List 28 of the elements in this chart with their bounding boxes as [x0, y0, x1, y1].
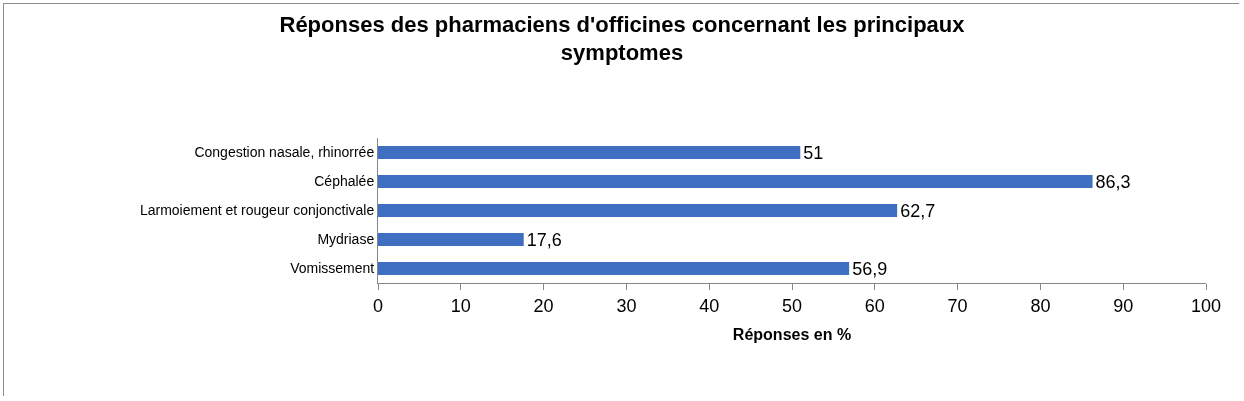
data-label: 86,3	[1095, 171, 1131, 192]
x-tick-label: 20	[533, 295, 554, 316]
x-tick-label: 70	[947, 295, 968, 316]
x-tick-label: 40	[699, 295, 720, 316]
x-tick-label: 50	[781, 295, 803, 316]
x-tick-label: 60	[864, 295, 885, 316]
x-tick-label: 90	[1113, 295, 1134, 316]
bar	[378, 145, 801, 160]
y-tick-label: Congestion nasale, rhinorrée	[194, 144, 375, 161]
chart-title: Réponses des pharmaciens d'officines concernant les principaux symptomes	[279, 11, 966, 66]
bar	[378, 261, 850, 276]
bar	[378, 174, 1093, 189]
data-label: 62,7	[900, 200, 936, 221]
x-tick-label: 30	[616, 295, 637, 316]
y-tick-label: Mydriase	[317, 231, 375, 248]
x-tick-label: 100	[1190, 295, 1222, 316]
data-label: 51	[803, 142, 824, 163]
bar	[378, 232, 524, 247]
data-label: 17,6	[526, 229, 562, 250]
bar	[378, 203, 898, 218]
x-axis-title: Réponses en %	[732, 326, 852, 344]
x-tick-label: 80	[1030, 295, 1051, 316]
y-tick-label: Larmoiement et rougeur conjonctivale	[139, 202, 375, 219]
x-tick-label: 10	[450, 295, 471, 316]
y-tick-label: Céphalée	[314, 173, 375, 190]
y-tick-label: Vomissement	[290, 260, 375, 277]
x-tick-label: 0	[372, 295, 384, 316]
data-label: 56,9	[852, 258, 888, 279]
